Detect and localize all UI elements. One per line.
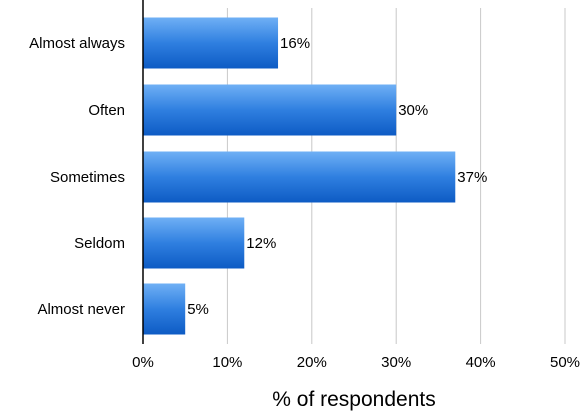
data-label: 5% (187, 301, 209, 318)
bar (143, 151, 456, 203)
x-tick-label: 30% (381, 354, 411, 371)
category-label: Sometimes (50, 169, 125, 186)
bar (143, 17, 279, 69)
category-label: Seldom (74, 235, 125, 252)
data-label: 37% (457, 169, 487, 186)
data-label: 12% (246, 235, 276, 252)
data-label: 30% (398, 102, 428, 119)
bar (143, 283, 186, 335)
category-label: Often (88, 102, 125, 119)
category-label: Almost always (29, 35, 125, 52)
x-tick-label: 50% (550, 354, 580, 371)
x-tick-label: 0% (132, 354, 154, 371)
x-tick-label: 20% (297, 354, 327, 371)
labels: 0% 10% 20% 30% 40% 50% Almost always 16% Often 30… (29, 35, 580, 371)
bar (143, 217, 245, 269)
bars (143, 17, 456, 335)
data-label: 16% (280, 35, 310, 52)
x-tick-label: 10% (212, 354, 242, 371)
bar (143, 84, 397, 136)
x-tick-label: 40% (466, 354, 496, 371)
category-label: Almost never (37, 301, 125, 318)
x-axis-title: % of respondents (272, 388, 435, 411)
